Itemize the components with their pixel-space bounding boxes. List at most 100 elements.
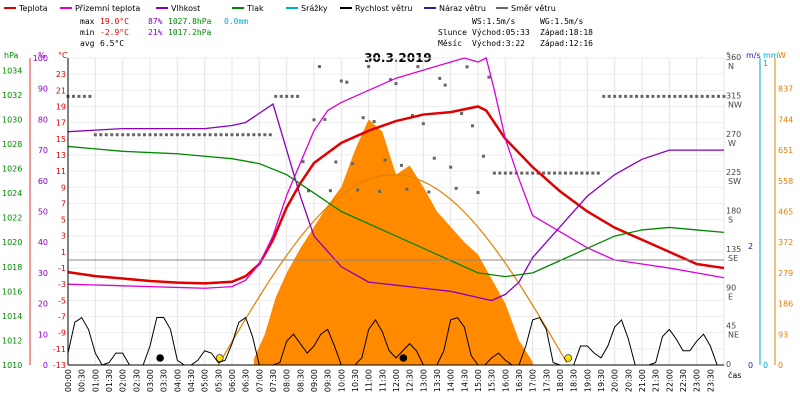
legend-item: Vlhkost (171, 4, 200, 13)
hpa-tick-label: 1010 (2, 361, 22, 370)
info-moonset: Západ:12:16 (540, 39, 593, 48)
pct-tick-label: 10 (38, 330, 48, 339)
c-tick-label: 13 (56, 151, 66, 160)
pct-tick-label: 60 (38, 177, 48, 186)
wind-dir-dot (553, 171, 557, 175)
hpa-tick-label: 1012 (2, 336, 22, 345)
time-tick-label: 05:00 (201, 369, 210, 392)
wind-dir-dot (301, 160, 305, 164)
pct-tick-label: 70 (38, 146, 48, 155)
time-tick-label: 19:30 (597, 369, 606, 392)
mm-tick-label: 0 (763, 361, 768, 370)
legend-item: Teplota (18, 4, 48, 13)
wind-dir-dot (274, 94, 278, 98)
wind-dir-dot (416, 65, 420, 69)
time-tick-label: 19:00 (583, 369, 592, 392)
wind-dir-dot (241, 133, 245, 137)
wind-dir-dot (307, 189, 311, 193)
wind-dir-dot (717, 94, 721, 98)
wind-dir-dot (635, 94, 639, 98)
pct-tick-label: 90 (38, 85, 48, 94)
time-tick-label: 10:00 (337, 369, 346, 392)
hpa-tick-label: 1020 (2, 238, 22, 247)
c-tick-label: 7 (61, 199, 66, 208)
wind-dir-dot (268, 133, 272, 137)
time-tick-label: 03:00 (146, 369, 155, 392)
stats-avg-temp: 6.5°C (100, 39, 124, 48)
wind-dir-dot (317, 65, 321, 69)
wind-dir-dot (481, 154, 485, 158)
stats-block: max 19.0°C 87% 1027.8hPa 0.0mm min -2.9°… (80, 17, 248, 48)
wind-dir-dot (487, 75, 491, 79)
solar-radiation-area (217, 119, 568, 366)
time-tick-label: 09:00 (310, 369, 319, 392)
moon-marker (399, 354, 408, 362)
wind-dir-dot (378, 189, 382, 193)
w-tick-label: 651 (778, 146, 793, 155)
pct-tick-label: 0 (43, 361, 48, 370)
w-tick-label: 93 (778, 330, 788, 339)
wind-dir-dot (394, 82, 398, 86)
time-tick-label: 11:30 (378, 369, 387, 392)
wind-dir-dot (563, 171, 567, 175)
wind-dir-dot (285, 94, 289, 98)
wind-dir-dot (372, 120, 376, 124)
wind-dir-dot (219, 133, 223, 137)
w-tick-label: 558 (778, 177, 793, 186)
series-line (67, 57, 725, 289)
wind-dir-dot (607, 94, 611, 98)
time-tick-label: 03:30 (160, 369, 169, 392)
wind-dir-dot (126, 133, 130, 137)
wind-dir-dot (618, 94, 622, 98)
stats-min-temp: -2.9°C (100, 28, 129, 37)
time-tick-label: 18:00 (556, 369, 565, 392)
time-tick-label: 21:00 (638, 369, 647, 392)
time-tick-label: 15:00 (474, 369, 483, 392)
wind-dir-dot (471, 124, 475, 128)
hpa-tick-label: 1018 (2, 263, 22, 272)
c-tick-label: -5 (58, 296, 66, 305)
hpa-tick-label: 1016 (2, 287, 22, 296)
hpa-tick-label: 1032 (2, 91, 22, 100)
wind-dir-dot (383, 158, 387, 162)
wind-dir-dot (361, 116, 365, 120)
wind-dir-dot (509, 171, 513, 175)
deg-tick-label: 135 (726, 245, 741, 254)
w-tick-label: 186 (778, 300, 793, 309)
time-tick-label: 00:30 (78, 369, 87, 392)
legend-item: Náraz větru (439, 4, 486, 13)
stats-max-rain: 0.0mm (224, 17, 248, 26)
time-tick-label: 04:30 (187, 369, 196, 392)
time-tick-label: 23:30 (706, 369, 715, 392)
w-tick-label: 837 (778, 85, 793, 94)
w-tick-label: 279 (778, 269, 793, 278)
wind-dir-dot (629, 94, 633, 98)
wind-dir-dot (246, 133, 250, 137)
time-tick-label: 14:30 (460, 369, 469, 392)
wind-dir-dot (181, 133, 185, 137)
time-tick-label: 13:30 (433, 369, 442, 392)
dir-tick-label: NW (728, 100, 742, 109)
w-tick-label: 372 (778, 238, 793, 247)
mm-tick-label: 1 (763, 59, 768, 68)
wind-dir-dot (339, 79, 343, 83)
wind-dir-dot (208, 133, 212, 137)
legend-item: Tlak (246, 4, 264, 13)
wind-dir-dot (148, 133, 152, 137)
wind-dir-dot (503, 171, 507, 175)
info-ws: WS:1.5m/s (472, 17, 516, 26)
time-tick-label: 05:30 (214, 369, 223, 392)
time-tick-label: 17:00 (529, 369, 538, 392)
time-tick-label: 06:00 (228, 369, 237, 392)
time-tick-label: 01:00 (91, 369, 100, 392)
wind-dir-dot (547, 171, 551, 175)
c-tick-label: 19 (56, 102, 66, 111)
wind-dir-dot (186, 133, 190, 137)
axis-mm-label: mm (763, 51, 779, 60)
wind-dir-dot (667, 94, 671, 98)
hpa-tick-label: 1028 (2, 140, 22, 149)
time-tick-label: 01:30 (105, 369, 114, 392)
time-tick-label: 16:00 (501, 369, 510, 392)
time-tick-label: 09:30 (324, 369, 333, 392)
stats-max-press: 1027.8hPa (168, 17, 212, 26)
